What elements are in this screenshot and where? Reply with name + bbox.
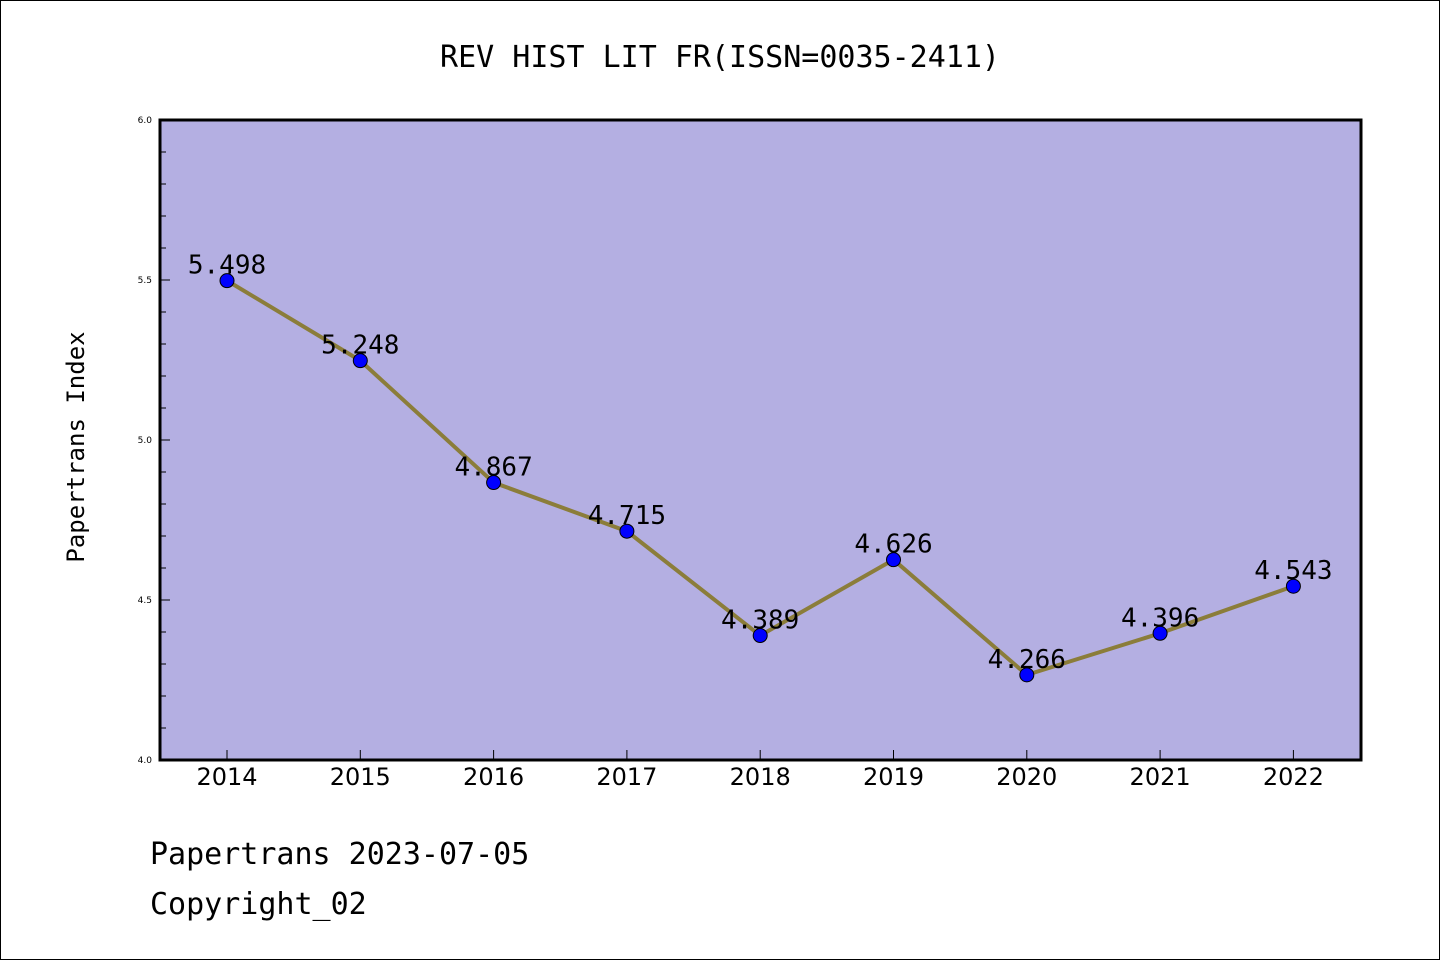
x-tick-label: 2020 [996, 763, 1057, 791]
data-label: 4.867 [454, 453, 532, 483]
plot-area [158, 118, 1363, 762]
x-tick-label: 2016 [463, 763, 524, 791]
data-point [352, 353, 368, 369]
y-tick-label: 4.0 [138, 756, 153, 766]
series-layer: 5.498 5.248 4.867 4.715 4.389 4.626 4.266 4.396… [188, 251, 1333, 683]
y-tick-label: 4.5 [138, 596, 152, 606]
data-point [1019, 667, 1035, 683]
footer-date: Papertrans 2023-07-05 [150, 837, 529, 872]
data-point [1285, 578, 1301, 594]
data-label: 5.498 [188, 251, 266, 281]
x-tick-label: 2021 [1130, 763, 1191, 791]
x-tick-label: 2022 [1263, 763, 1324, 791]
x-tick-label: 2017 [596, 763, 657, 791]
y-tick-label: 6.0 [138, 116, 153, 126]
data-point [619, 523, 635, 539]
y-axis: 4.0 4.5 5.0 5.5 6.0 [138, 116, 170, 766]
y-tick-label: 5.5 [138, 276, 152, 286]
x-tick-label: 2019 [863, 763, 924, 791]
x-tick-label: 2015 [330, 763, 391, 791]
data-point [1152, 625, 1168, 641]
data-label: 4.543 [1254, 556, 1332, 586]
footer-copyright: Copyright_02 [150, 887, 367, 922]
data-label: 4.626 [854, 530, 932, 560]
data-label: 5.248 [321, 331, 399, 361]
data-point [486, 475, 502, 491]
y-axis-label: Papertrans Index [62, 331, 90, 562]
data-label: 4.396 [1121, 603, 1199, 633]
data-label: 4.389 [721, 606, 799, 636]
data-point [886, 552, 901, 568]
data-label: 4.715 [588, 501, 666, 531]
x-tick-label: 2018 [730, 763, 791, 791]
chart-title: REV HIST LIT FR(ISSN=0035-2411) [440, 40, 1000, 75]
y-tick-label: 5.0 [138, 436, 153, 446]
data-point [752, 628, 768, 644]
data-label: 4.266 [988, 645, 1066, 675]
x-tick-label: 2014 [196, 763, 257, 791]
data-point [219, 273, 235, 289]
x-axis: 2014 2015 2016 2017 2018 2019 2020 2021 2022 [196, 750, 1324, 791]
